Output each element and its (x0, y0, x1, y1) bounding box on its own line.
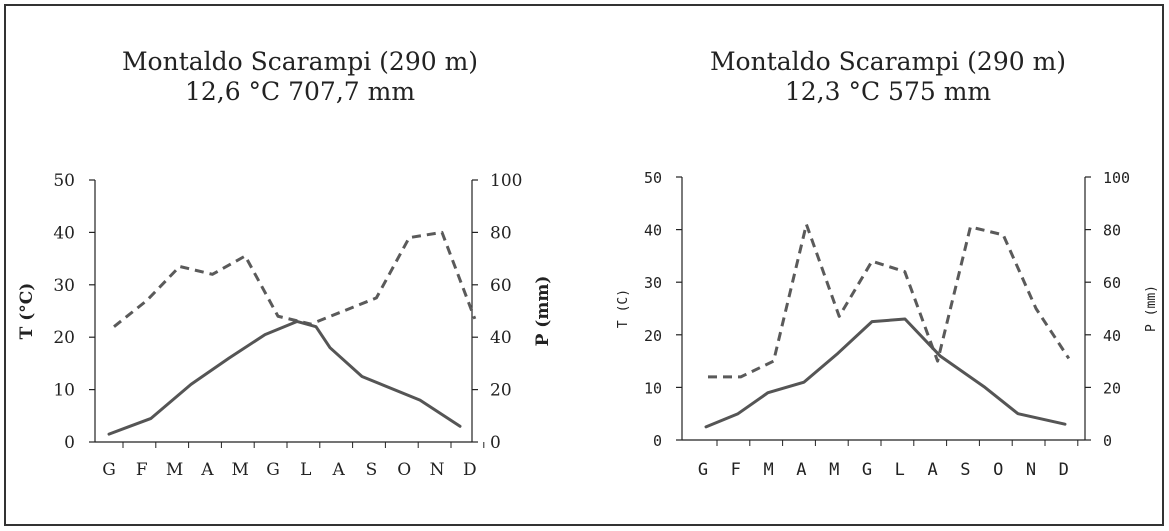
chart1-y-tick-label-left: 20 (53, 328, 75, 348)
chart1-y-tick-label-right: 20 (490, 381, 512, 401)
chart2-x-tick-label: F (731, 460, 741, 480)
chart1-y-tick-label-right: 60 (490, 276, 512, 296)
chart1-x-tick-label: G (266, 460, 280, 480)
chart2-subtitle: 12,3 °C 575 mm (785, 77, 992, 106)
chart1-x-tick-label: O (397, 460, 411, 480)
chart2-y-tick-label-right: 40 (1103, 327, 1121, 345)
chart2-x-tick-label: G (698, 460, 708, 480)
chart2-x-tick-label: A (927, 460, 937, 480)
chart2-y-tick-label-right: 80 (1103, 222, 1121, 240)
chart1-x-tick-label: M (166, 460, 183, 480)
chart1-x-tick-label: G (102, 460, 116, 480)
figure-frame (4, 4, 1164, 526)
chart1-x-tick-label: D (463, 460, 477, 480)
chart2-x-tick-label: G (862, 460, 872, 480)
chart1-precipitation-line (113, 230, 477, 328)
chart2-y-tick-label-left: 10 (644, 379, 662, 397)
chart1-y-tick-label-right: 80 (490, 223, 512, 243)
chart2-x-tick-label: N (1026, 460, 1036, 480)
chart2-temperature-line (704, 317, 1067, 429)
chart2-x-tick-label: O (993, 460, 1003, 480)
chart1-y-tick-label-left: 10 (53, 381, 75, 401)
chart1-title: Montaldo Scarampi (290 m) (122, 47, 478, 76)
chart1-y-tick-label-right: 0 (490, 433, 501, 453)
chart1-temperature-line (107, 319, 462, 436)
chart1-y-tick-label-left: 40 (53, 223, 75, 243)
chart1-x-tick-label: N (430, 460, 445, 480)
chart1-y-tick-label-right: 40 (490, 328, 512, 348)
chart2-y-tick-label-left: 30 (644, 274, 662, 292)
chart1-y-axis-label-right: P (mm) (533, 276, 553, 347)
chart2-y-tick-label-left: 0 (653, 432, 662, 450)
chart2-y-tick-label-right: 60 (1103, 274, 1121, 292)
chart2-precipitation-line (708, 222, 1071, 379)
chart2-x-tick-label: L (895, 460, 905, 480)
chart2-y-tick-label-right: 20 (1103, 379, 1121, 397)
chart2-x-tick-label: S (960, 460, 970, 480)
chart1-x-tick-label: A (331, 460, 345, 480)
chart2-y-axis-label-left: T (C) (616, 289, 631, 328)
chart2-x-tick-label: D (1059, 460, 1069, 480)
chart1-y-tick-label-right: 100 (490, 171, 522, 191)
chart2-x-tick-label: A (796, 460, 806, 480)
chart2-y-tick-label-left: 50 (644, 169, 662, 187)
chart1-x-tick-label: A (200, 460, 214, 480)
chart2-y-tick-label-left: 20 (644, 327, 662, 345)
chart2-y-tick-label-right: 0 (1103, 432, 1112, 450)
chart1-subtitle: 12,6 °C 707,7 mm (185, 77, 415, 106)
chart2-x-tick-label: M (829, 460, 839, 480)
chart1-x-tick-label: S (366, 460, 378, 480)
chart2-y-axis-label-right: P (mm) (1144, 285, 1159, 332)
chart1-x-tick-label: L (300, 460, 311, 480)
chart1-y-tick-label-left: 50 (53, 171, 75, 191)
chart1-x-tick-label: F (136, 460, 148, 480)
chart1-y-axis-label-left: T (°C) (17, 283, 37, 340)
chart1-x-tick-label: M (231, 460, 248, 480)
chart2-y-tick-label-left: 40 (644, 222, 662, 240)
chart2-title: Montaldo Scarampi (290 m) (710, 47, 1066, 76)
chart1-y-tick-label-left: 0 (64, 433, 75, 453)
chart1-y-tick-label-left: 30 (53, 276, 75, 296)
chart2-y-tick-label-right: 100 (1103, 169, 1130, 187)
chart2-x-tick-label: M (763, 460, 773, 480)
